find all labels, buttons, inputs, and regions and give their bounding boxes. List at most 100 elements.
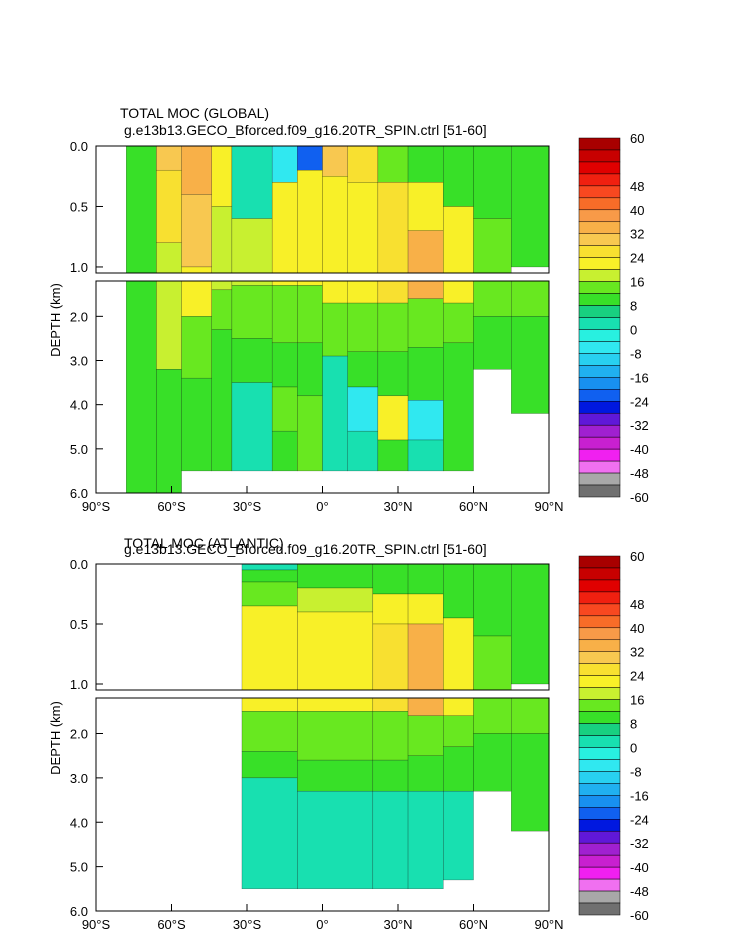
- atlantic-x-tick-label: 60°S: [157, 917, 186, 932]
- global-lower-cell: [181, 280, 212, 317]
- atlantic-colorbar-swatch: [578, 830, 621, 844]
- atlantic-upper-frame: [95, 563, 550, 691]
- atlantic-upper-cell: [511, 563, 550, 685]
- global-colorbar-swatch: [578, 293, 621, 306]
- global-lower-cell: [377, 395, 409, 441]
- global-upper-cell: [231, 145, 273, 219]
- atlantic-colorbar-label: -24: [630, 812, 649, 827]
- atlantic-upper-cell: [241, 605, 298, 691]
- atlantic-lower-cell: [372, 759, 409, 792]
- atlantic-lower-cell: [443, 697, 474, 716]
- global-colorbar-swatch: [578, 389, 621, 402]
- atlantic-colorbar-swatch: [578, 627, 621, 641]
- global-colorbar-swatch: [578, 197, 621, 211]
- atlantic-lower-cell: [241, 777, 298, 890]
- global-colorbar-swatch: [578, 257, 621, 270]
- global-colorbar-swatch: [578, 305, 621, 318]
- global-upper-cell: [211, 145, 233, 207]
- global-colorbar-swatch: [578, 484, 621, 498]
- global-lower-y-tick-label: 6.0: [70, 486, 88, 501]
- global-lower-cell: [377, 280, 409, 304]
- atlantic-lower-cell: [297, 697, 374, 712]
- atlantic-colorbar-swatch: [578, 555, 621, 569]
- atlantic-colorbar-label: 16: [630, 693, 644, 708]
- atlantic-upper-cell: [407, 563, 444, 595]
- atlantic-upper-cell: [473, 563, 512, 637]
- atlantic-lower-cell: [407, 697, 444, 716]
- global-upper-cell: [125, 145, 157, 274]
- atlantic-colorbar-label: -48: [630, 884, 649, 899]
- atlantic-colorbar-swatch: [578, 591, 621, 605]
- global-upper-y-ticks: 0.0 0.5 1.0: [70, 139, 103, 275]
- global-lower-cell: [231, 382, 273, 472]
- global-colorbar-swatch: [578, 412, 621, 426]
- global-colorbar-swatch: [578, 245, 621, 258]
- atlantic-lower-cell: [297, 759, 374, 792]
- atlantic-lower-cell: [407, 715, 444, 756]
- global-lower-cell: [407, 439, 444, 472]
- atlantic-colorbar-swatch: [578, 771, 621, 784]
- atlantic-lower-cell: [297, 711, 374, 761]
- global-upper-cell: [271, 182, 298, 274]
- global-lower-cell: [231, 280, 273, 286]
- global-colorbar-label: -8: [630, 346, 642, 361]
- global-lower-y-tick-label: 3.0: [70, 354, 88, 369]
- global-lower-cell: [473, 316, 512, 370]
- global-colorbar-label: -24: [630, 394, 649, 409]
- global-colorbar: 60 48 40 32 24 16 8 0 -8 -16 -24 -32 -40 -48 -60: [578, 131, 649, 505]
- atlantic-upper-cell: [372, 593, 409, 625]
- global-colorbar-label: 40: [630, 203, 644, 218]
- global-upper-cell: [443, 145, 474, 207]
- global-lower-cell: [347, 351, 379, 388]
- atlantic-lower-cell: [407, 790, 444, 890]
- atlantic-lower-cell: [241, 697, 298, 712]
- global-colorbar-swatch: [578, 341, 621, 354]
- atlantic-colorbar-label: 32: [630, 645, 644, 660]
- global-colorbar-label: -60: [630, 490, 649, 505]
- global-lower-cell: [407, 280, 444, 299]
- global-lower-cell: [211, 280, 233, 291]
- atlantic-upper-cell: [241, 569, 298, 583]
- global-lower-cell: [347, 280, 379, 304]
- global-upper-y-tick-label: 0.5: [70, 199, 88, 214]
- global-upper-cell: [407, 145, 444, 183]
- atlantic-upper-cell: [297, 611, 374, 691]
- atlantic-lower-cell: [443, 746, 474, 792]
- atlantic-lower-y-tick-label: 5.0: [70, 860, 88, 875]
- atlantic-colorbar-swatch: [578, 699, 621, 712]
- global-lower-cell: [322, 355, 348, 472]
- global-colorbar-swatch: [578, 149, 621, 163]
- global-colorbar-label: -16: [630, 370, 649, 385]
- global-lower-y-ticks: 2.0 3.0 4.0 5.0 6.0: [70, 309, 103, 501]
- global-colorbar-swatch: [578, 424, 621, 438]
- atlantic-lower-contour-fill: [241, 697, 550, 890]
- global-lower-y-tick-label: 4.0: [70, 398, 88, 413]
- atlantic-x-tick-label: 60°N: [459, 917, 488, 932]
- global-colorbar-swatch: [578, 137, 621, 151]
- atlantic-x-tick-label: 30°N: [383, 917, 412, 932]
- global-upper-cell: [322, 176, 348, 274]
- global-moc-panel: TOTAL MOC (GLOBAL) g.e13b13.GECO_Bforced…: [48, 105, 649, 514]
- global-upper-cell: [473, 145, 512, 219]
- global-colorbar-swatch: [578, 209, 621, 223]
- atlantic-upper-cell: [407, 593, 444, 625]
- atlantic-x-tick-label: 90°N: [534, 917, 563, 932]
- global-lower-cell: [377, 351, 409, 397]
- global-panel-title: TOTAL MOC (GLOBAL): [120, 105, 269, 121]
- atlantic-y-axis-label: DEPTH (km): [48, 701, 63, 775]
- atlantic-colorbar-label: -60: [630, 908, 649, 923]
- atlantic-lower-cell: [473, 733, 512, 792]
- global-colorbar-label: 60: [630, 131, 644, 146]
- atlantic-colorbar: 60 48 40 32 24 16 8 0 -8 -16 -24 -32 -40 -48 -60: [578, 549, 649, 923]
- global-colorbar-swatch: [578, 436, 621, 450]
- global-lower-cell: [407, 400, 444, 441]
- global-x-tick-label: 90°N: [534, 499, 563, 514]
- atlantic-colorbar-label: 60: [630, 549, 644, 564]
- global-lower-y-tick-label: 2.0: [70, 309, 88, 324]
- global-lower-cell: [181, 377, 212, 472]
- atlantic-colorbar-swatch: [578, 615, 621, 629]
- global-upper-cell: [473, 218, 512, 274]
- global-upper-contour-fill: [125, 145, 550, 274]
- global-lower-cell: [511, 316, 550, 414]
- atlantic-lower-y-tick-label: 3.0: [70, 771, 88, 786]
